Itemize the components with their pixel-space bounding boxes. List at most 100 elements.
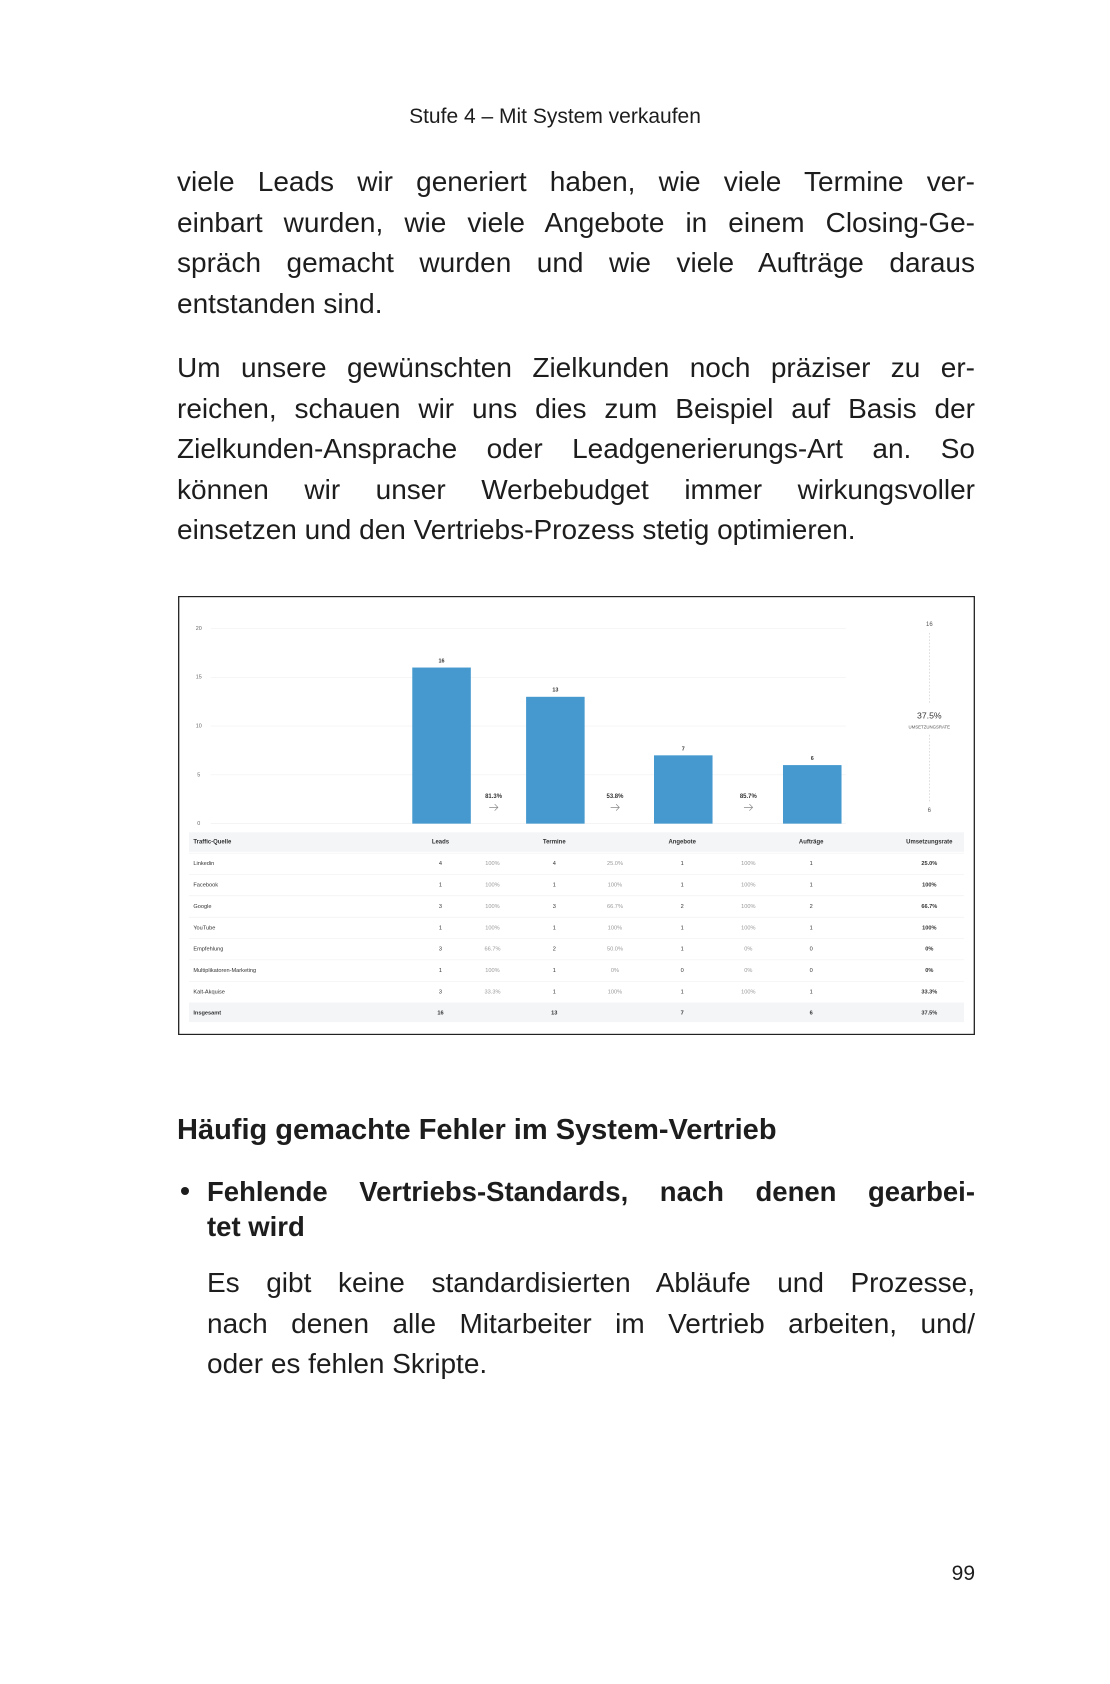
table-cell: 1 [553,883,556,889]
table-cell: 66.7% [607,904,623,910]
table-cell: 100% [741,861,755,867]
table-cell: 100% [608,989,622,995]
item-title: Fehlende Vertriebs-Standards, nach denen… [207,1176,975,1207]
column-header: Angebote [668,840,696,846]
table-cell: 1 [681,989,684,995]
column-header: Termine [543,840,566,846]
table-cell: 3 [439,904,442,910]
table-cell: 1 [810,989,813,995]
table-cell: 1 [681,947,684,953]
table-cell: 0% [611,968,619,974]
bar [654,755,713,824]
table-cell: 100% [741,904,755,910]
item-title: tet wird [207,1211,305,1242]
y-tick-label: 0 [197,821,200,827]
table-cell: 1 [681,883,684,889]
table-cell: 50.0% [607,947,623,953]
text-line: einbart wurden, wie viele Angebote in ei… [177,206,975,238]
y-tick-label: 5 [197,772,200,778]
column-header: Umsetzungsrate [906,840,953,846]
column-header: Aufträge [799,840,824,846]
column-header: Leads [432,840,450,846]
table-cell: 3 [439,947,442,953]
table-cell: 4 [439,861,442,867]
summary-end: 6 [928,808,932,814]
table-cell: 0 [810,968,813,974]
summary-rate: 37.5% [917,711,942,721]
y-tick-label: 10 [196,723,202,729]
arrow [489,803,499,811]
conversion-rate: 81.3% [485,794,503,800]
table-cell: 1 [810,925,813,931]
table-cell: 1 [810,883,813,889]
bar-value-label: 13 [552,688,558,694]
conversion-rate: 53.8% [607,794,625,800]
table-cell: Multiplikatoren-Marketing [193,968,256,974]
table-cell: 0% [925,968,933,974]
item-text: oder es fehlen Skripte. [207,1348,488,1380]
table-cell: 0% [925,947,933,953]
table-cell: 3 [439,989,442,995]
table-cell: 100% [485,861,499,867]
table-cell: 1 [681,925,684,931]
bar-value-label: 7 [682,746,685,752]
y-tick-label: 20 [196,626,202,632]
table-cell: Google [193,904,211,910]
total-cell: Insgesamt [193,1011,221,1017]
text-line: Zielkunden-Ansprache oder Leadgenerierun… [177,433,975,465]
table-cell: 0% [744,968,752,974]
table-cell: 1 [553,989,556,995]
table-cell: 100% [485,968,499,974]
text-line: einsetzen und den Vertriebs-Prozess stet… [177,514,856,546]
section-heading: Häufig gemachte Fehler im System-Vertrie… [177,1114,777,1146]
table-cell: 2 [681,904,684,910]
text-line: können wir unser Werbebudget immer wirku… [177,473,975,505]
table-cell: 1 [681,861,684,867]
y-tick-label: 15 [196,675,202,681]
table-cell: Empfehlung [193,947,223,953]
table-cell: 100% [741,989,755,995]
table-cell: 0 [681,968,684,974]
table-cell: 100% [485,904,499,910]
bar [782,765,842,824]
table-cell: 100% [608,925,622,931]
bar-value-label: 6 [811,756,814,762]
text-line: entstanden sind. [177,287,383,319]
bar [526,696,585,824]
page-number: 99 [951,1562,975,1585]
total-cell: 16 [437,1011,443,1017]
bar [412,667,471,824]
table-cell: 4 [553,861,556,867]
table-cell: 25.0% [607,861,623,867]
item-text: nach denen alle Mitarbeiter im Vertrieb … [207,1307,975,1339]
table-cell: 3 [553,904,556,910]
total-cell: 37.5% [921,1011,937,1017]
table-cell: 0% [744,947,752,953]
summary-start: 16 [926,622,933,628]
table-cell: 100% [741,883,755,889]
table-cell: YouTube [193,925,215,931]
table-cell: 1 [553,968,556,974]
table-cell: 0 [810,947,813,953]
table-cell: Linkedin [193,861,214,867]
total-cell: 7 [681,1011,684,1017]
total-row-bg [188,1002,965,1023]
table-cell: 2 [553,947,556,953]
table-cell: 66.7% [921,904,937,910]
column-header: Traffic-Quelle [193,840,232,846]
summary-caption: UMSETZUNGSRATE [909,724,951,729]
table-cell: 1 [810,861,813,867]
total-cell: 6 [810,1011,813,1017]
table-cell: 33.3% [921,989,937,995]
total-cell: 13 [551,1011,557,1017]
table-cell: 33.3% [485,989,501,995]
arrow [743,803,754,811]
text-line: viele Leads wir generiert haben, wie vie… [177,166,975,197]
table-cell: Kalt-Akquise [193,989,225,995]
table-cell: 1 [439,925,442,931]
text-line: Um unsere gewünschten Zielkunden noch pr… [177,352,975,383]
conversion-rate: 85.7% [740,794,758,800]
table-cell: 100% [922,925,936,931]
